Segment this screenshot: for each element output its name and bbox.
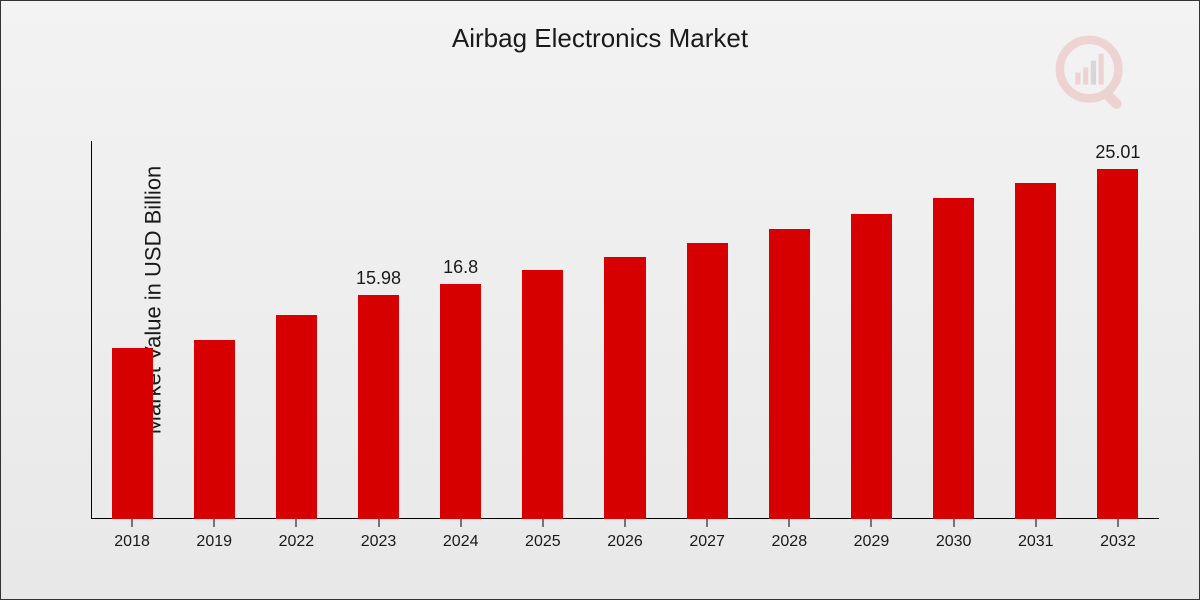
x-tick-mark: [707, 519, 708, 527]
chart-title: Airbag Electronics Market: [1, 23, 1199, 54]
bar: 15.98: [358, 295, 399, 519]
bar-value-label: 25.01: [1095, 142, 1140, 163]
x-tick-mark: [296, 519, 297, 527]
x-tick-label: 2019: [196, 533, 232, 551]
bar: [604, 257, 645, 519]
x-tick-label: 2031: [1018, 533, 1054, 551]
x-tick-mark: [214, 519, 215, 527]
y-axis-line: [91, 141, 92, 519]
x-tick-label: 2032: [1100, 533, 1136, 551]
x-tick-label: 2030: [936, 533, 972, 551]
bar: 25.01: [1097, 169, 1138, 519]
x-tick-mark: [1117, 519, 1118, 527]
x-tick-mark: [871, 519, 872, 527]
x-tick-mark: [789, 519, 790, 527]
x-tick-label: 2018: [114, 533, 150, 551]
x-tick-mark: [1035, 519, 1036, 527]
bar: [1015, 183, 1056, 519]
bar: [851, 214, 892, 519]
watermark-logo: [1053, 33, 1139, 119]
plot-area: 20182019202215.98202316.8202420252026202…: [91, 141, 1159, 519]
x-tick-mark: [625, 519, 626, 527]
x-tick-label: 2022: [279, 533, 315, 551]
x-tick-label: 2028: [772, 533, 808, 551]
x-tick-label: 2029: [854, 533, 890, 551]
x-tick-mark: [132, 519, 133, 527]
x-tick-mark: [460, 519, 461, 527]
x-tick-label: 2027: [689, 533, 725, 551]
x-tick-label: 2023: [361, 533, 397, 551]
bar: [769, 229, 810, 519]
x-tick-label: 2026: [607, 533, 643, 551]
bar: [112, 348, 153, 519]
bar-value-label: 16.8: [443, 257, 478, 278]
bar: [522, 270, 563, 519]
bar: [687, 243, 728, 519]
x-tick-mark: [542, 519, 543, 527]
bar: [194, 340, 235, 519]
x-tick-label: 2024: [443, 533, 479, 551]
bar-value-label: 15.98: [356, 268, 401, 289]
bar: [276, 315, 317, 519]
chart-canvas: Airbag Electronics Market Market Value i…: [0, 0, 1200, 600]
x-tick-label: 2025: [525, 533, 561, 551]
bar: [933, 198, 974, 519]
x-tick-mark: [378, 519, 379, 527]
x-tick-mark: [953, 519, 954, 527]
bar: 16.8: [440, 284, 481, 519]
